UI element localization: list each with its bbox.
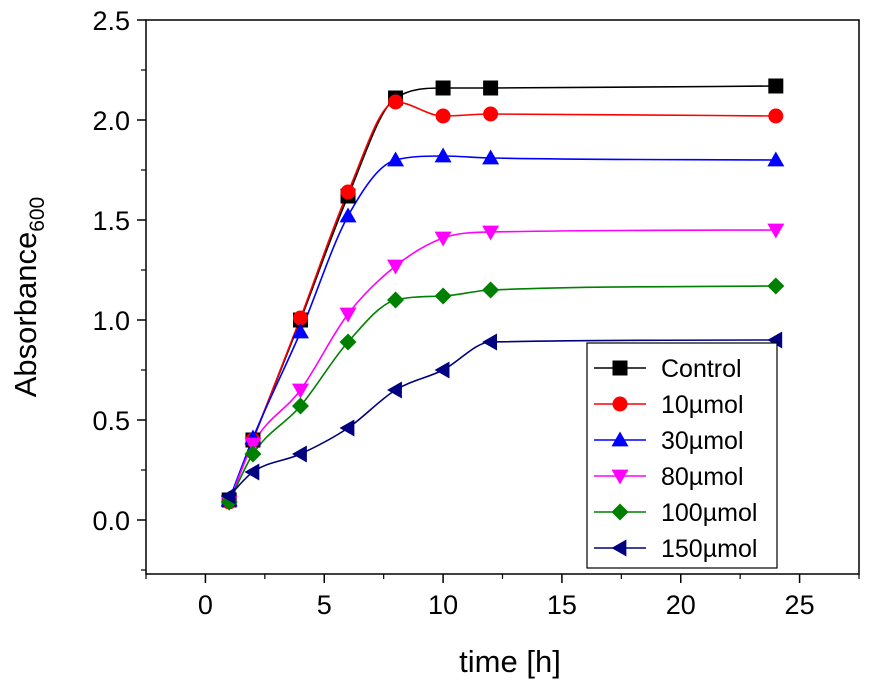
legend-entry: 100µmol bbox=[594, 499, 757, 527]
legend-label: 80µmol bbox=[661, 463, 744, 491]
data-point bbox=[767, 151, 785, 167]
y-axis-ticks: 0.0 0.5 1.0 1.5 2.0 2.5 bbox=[92, 6, 146, 571]
legend-entry: 150µmol bbox=[594, 535, 757, 563]
data-point bbox=[482, 225, 500, 241]
data-point bbox=[291, 397, 309, 415]
data-point bbox=[434, 287, 452, 305]
y-tick-label: 2.0 bbox=[92, 106, 130, 136]
data-point bbox=[767, 277, 785, 295]
data-point bbox=[768, 108, 784, 124]
series-3 bbox=[228, 229, 776, 503]
data-point bbox=[434, 361, 450, 379]
legend-marker bbox=[612, 360, 628, 376]
data-point bbox=[483, 106, 499, 122]
series-markers-3 bbox=[220, 223, 785, 511]
data-point bbox=[387, 291, 405, 309]
y-tick-label: 0.5 bbox=[92, 406, 130, 436]
data-point bbox=[435, 108, 451, 124]
series-line bbox=[228, 229, 776, 503]
legend-entry: 10µmol bbox=[594, 391, 744, 419]
data-point bbox=[339, 333, 357, 351]
legend-label: 30µmol bbox=[661, 427, 744, 455]
data-point bbox=[483, 80, 499, 96]
data-point bbox=[244, 463, 260, 481]
series-line bbox=[228, 155, 776, 501]
data-point bbox=[482, 149, 500, 165]
legend-marker bbox=[612, 396, 628, 412]
y-tick-label: 2.5 bbox=[92, 6, 130, 36]
data-point bbox=[292, 310, 308, 326]
y-tick-label: 1.0 bbox=[92, 306, 130, 336]
y-tick-label: 1.5 bbox=[92, 206, 130, 236]
series-2 bbox=[228, 155, 776, 501]
data-point bbox=[387, 151, 405, 167]
data-point bbox=[767, 223, 785, 239]
legend-marker bbox=[611, 469, 629, 485]
legend-marker bbox=[611, 539, 627, 557]
data-point bbox=[340, 184, 356, 200]
y-axis-title-subscript: 600 bbox=[26, 197, 49, 232]
series-markers-5 bbox=[220, 331, 783, 505]
legend-entry: 30µmol bbox=[594, 427, 744, 455]
data-point bbox=[339, 207, 357, 223]
data-point bbox=[482, 333, 497, 351]
data-point bbox=[435, 80, 451, 96]
legend-marker bbox=[611, 503, 629, 521]
data-point bbox=[767, 331, 783, 349]
data-point bbox=[434, 231, 452, 247]
legend-label: Control bbox=[661, 355, 742, 383]
data-point bbox=[291, 445, 307, 463]
legend-label: 150µmol bbox=[661, 535, 757, 563]
y-tick-label: 0.0 bbox=[92, 506, 130, 536]
data-point bbox=[244, 437, 262, 453]
legend: Control 10µmol 30µmol 80µmol 100µmol 150µmol bbox=[586, 342, 778, 569]
data-point bbox=[387, 381, 402, 399]
legend-marker bbox=[611, 431, 629, 447]
data-point bbox=[482, 281, 500, 299]
data-point bbox=[339, 419, 355, 437]
data-point bbox=[434, 147, 452, 163]
x-tick-label: 15 bbox=[547, 590, 577, 620]
legend-entry: Control bbox=[594, 355, 742, 383]
data-point bbox=[291, 323, 309, 339]
legend-entry: 80µmol bbox=[594, 463, 744, 491]
data-point bbox=[220, 487, 236, 505]
x-tick-label: 0 bbox=[198, 590, 213, 620]
data-point bbox=[244, 445, 262, 463]
series-layer bbox=[220, 78, 785, 511]
legend-box bbox=[586, 342, 778, 569]
y-axis-title-main: Absorbance bbox=[8, 232, 43, 397]
y-axis-title: Absorbance600 bbox=[8, 197, 49, 398]
x-tick-label: 25 bbox=[785, 590, 815, 620]
legend-label: 100µmol bbox=[661, 499, 757, 527]
data-point bbox=[291, 383, 309, 399]
data-point bbox=[388, 94, 404, 110]
data-point bbox=[339, 307, 357, 323]
x-axis-title: time [h] bbox=[459, 644, 561, 679]
x-tick-label: 20 bbox=[666, 590, 696, 620]
data-point bbox=[387, 259, 405, 275]
x-axis-ticks: 0 5 10 15 20 25 bbox=[145, 574, 860, 620]
x-tick-label: 5 bbox=[317, 590, 332, 620]
data-point bbox=[768, 78, 784, 94]
legend-label: 10µmol bbox=[661, 391, 744, 419]
x-tick-label: 10 bbox=[428, 590, 458, 620]
series-markers-4 bbox=[220, 277, 785, 511]
